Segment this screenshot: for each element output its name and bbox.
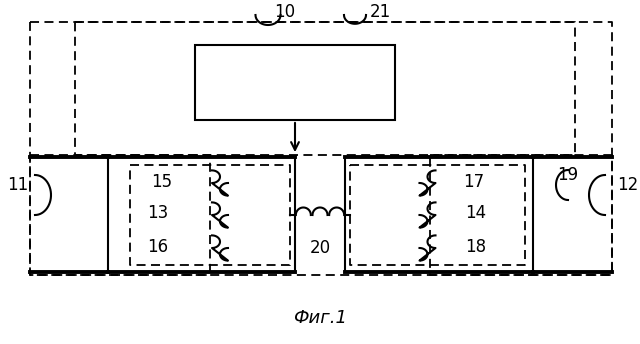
Text: 10: 10 bbox=[275, 3, 296, 21]
Bar bbox=[195, 45, 395, 120]
Text: 19: 19 bbox=[557, 166, 579, 184]
Text: 15: 15 bbox=[152, 173, 173, 191]
Text: Фиг.1: Фиг.1 bbox=[293, 309, 347, 327]
Text: 12: 12 bbox=[618, 176, 639, 194]
Text: 20: 20 bbox=[309, 239, 331, 257]
Text: 14: 14 bbox=[465, 204, 486, 222]
Text: 18: 18 bbox=[465, 238, 486, 256]
Text: 11: 11 bbox=[8, 176, 29, 194]
Text: 16: 16 bbox=[147, 238, 168, 256]
Text: 21: 21 bbox=[369, 3, 390, 21]
Text: 13: 13 bbox=[147, 204, 168, 222]
Text: 17: 17 bbox=[463, 173, 484, 191]
